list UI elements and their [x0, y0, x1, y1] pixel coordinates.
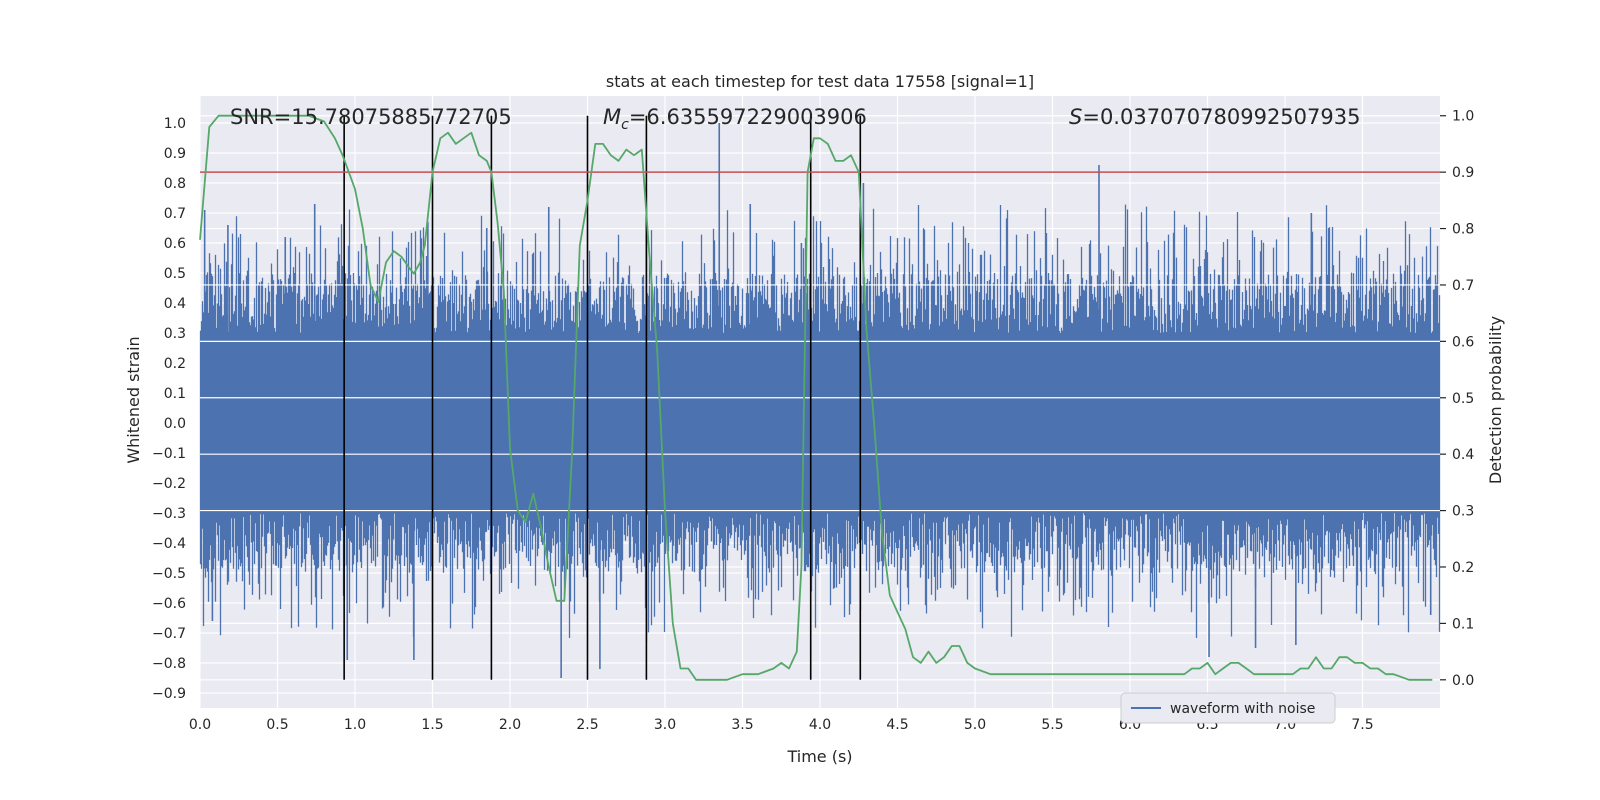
right-y-tick-label: 0.6	[1452, 334, 1474, 350]
s-annotation: S=0.037070780992507935	[1069, 105, 1360, 129]
right-y-tick-label: 0.8	[1452, 222, 1474, 238]
probability-series	[199, 114, 1433, 681]
right-y-tick-label: 0.3	[1452, 504, 1474, 520]
left-y-tick-label: −0.3	[152, 506, 186, 522]
x-tick-label: 5.0	[964, 717, 986, 733]
x-tick-label: 2.0	[499, 717, 521, 733]
left-y-tick-label: −0.5	[152, 566, 186, 582]
right-y-tick-label: 0.7	[1452, 278, 1474, 294]
right-y-tick-label: 0.2	[1452, 560, 1474, 576]
chirp-mass-value: =6.635597229003906	[629, 105, 867, 129]
left-y-tick-label: 0.7	[164, 206, 186, 222]
left-y-tick-label: 0.4	[164, 296, 186, 312]
left-y-tick-label: 1.0	[164, 116, 186, 132]
s-value: =0.037070780992507935	[1082, 105, 1360, 129]
waveform-core	[200, 333, 1440, 513]
left-y-tick-label: −0.7	[152, 626, 186, 642]
legend-label-waveform: waveform with noise	[1170, 701, 1315, 717]
left-y-tick-label: 0.0	[164, 416, 186, 432]
left-y-tick-label: 0.5	[164, 266, 186, 282]
left-y-tick-label: 0.2	[164, 356, 186, 372]
left-y-tick-label: 0.1	[164, 386, 186, 402]
left-y-tick-label: 0.6	[164, 236, 186, 252]
left-y-tick-label: −0.8	[152, 656, 186, 672]
x-tick-label: 4.5	[886, 717, 908, 733]
x-tick-label: 0.0	[189, 717, 211, 733]
x-axis-ticks: 0.0 0.5 1.0 1.5 2.0 2.5 3.0 3.5 4.0 4.5 5.0 5.5 6.0 6…	[189, 717, 1374, 733]
left-y-tick-label: −0.4	[152, 536, 186, 552]
right-y-axis-ticks: 1.0 0.9 0.8 0.7 0.6 0.5 0.4 0.3 0.2 0.1 0.0	[1440, 109, 1474, 689]
x-tick-label: 2.5	[576, 717, 598, 733]
right-y-tick-label: 0.1	[1452, 616, 1474, 632]
chirp-mass-annotation: Mc=6.635597229003906	[603, 105, 867, 133]
chart-title: stats at each timestep for test data 175…	[606, 72, 1034, 91]
left-y-tick-label: −0.6	[152, 596, 186, 612]
right-y-tick-label: 1.0	[1452, 109, 1474, 125]
right-y-tick-label: 0.0	[1452, 673, 1474, 689]
x-tick-label: 1.5	[421, 717, 443, 733]
left-y-axis-label: Whitened strain	[124, 336, 143, 463]
legend: waveform with noise	[1120, 692, 1336, 724]
x-tick-label: 4.0	[809, 717, 831, 733]
x-tick-label: 3.5	[731, 717, 753, 733]
s-symbol: S	[1069, 105, 1082, 129]
left-y-tick-label: 0.3	[164, 326, 186, 342]
snr-annotation: SNR=15.78075885772705	[230, 105, 512, 129]
x-tick-label: 1.0	[344, 717, 366, 733]
right-y-tick-label: 0.5	[1452, 391, 1474, 407]
left-y-tick-label: 0.9	[164, 146, 186, 162]
right-y-tick-label: 0.4	[1452, 447, 1474, 463]
right-y-axis-label: Detection probability	[1486, 316, 1505, 484]
left-y-tick-label: −0.9	[152, 686, 186, 702]
left-y-tick-label: −0.2	[152, 476, 186, 492]
chirp-mass-subscript: c	[621, 117, 629, 133]
probability-line	[199, 114, 1433, 681]
x-tick-label: 0.5	[266, 717, 288, 733]
x-tick-label: 5.5	[1041, 717, 1063, 733]
x-tick-label: 3.0	[654, 717, 676, 733]
x-axis-label: Time (s)	[786, 747, 852, 766]
legend-box	[1120, 692, 1336, 724]
waveform-series	[199, 123, 1441, 678]
left-y-tick-label: 0.8	[164, 176, 186, 192]
chirp-mass-symbol: M	[603, 105, 621, 129]
x-tick-label: 7.5	[1351, 717, 1373, 733]
left-y-tick-label: −0.1	[152, 446, 186, 462]
left-y-axis-ticks: 1.0 0.9 0.8 0.7 0.6 0.5 0.4 0.3 0.2 0.1 0.0 −0.1 −0.…	[152, 116, 186, 702]
right-y-tick-label: 0.9	[1452, 165, 1474, 181]
